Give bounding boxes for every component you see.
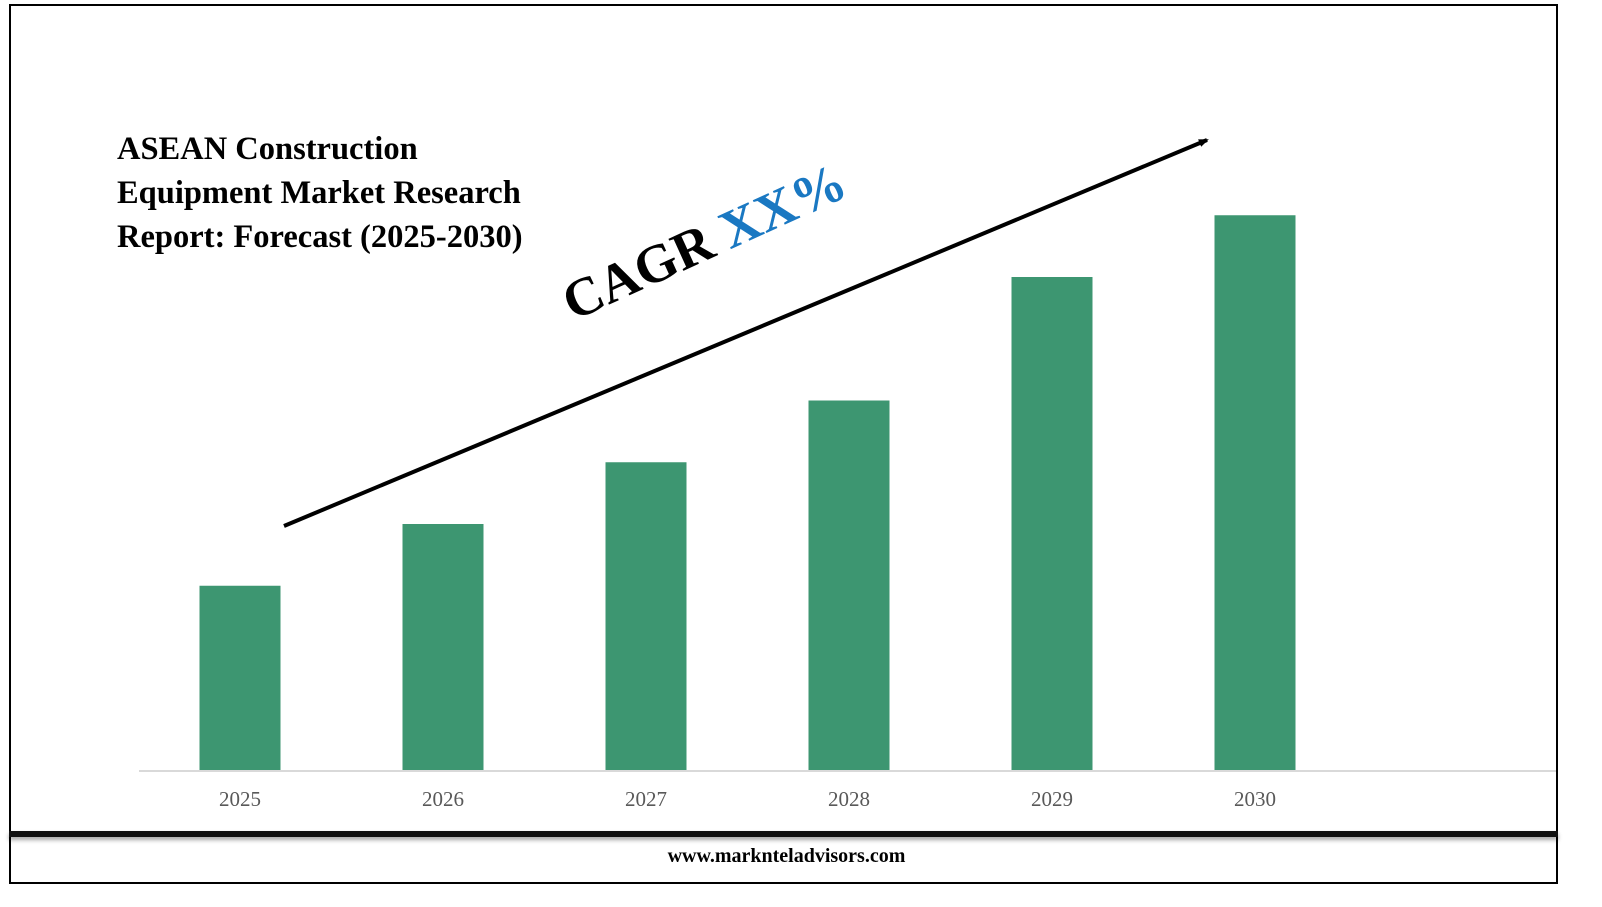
x-tick-label-2026: 2026 — [422, 787, 464, 811]
chart-title-line-3: Report: Forecast (2025-2030) — [117, 219, 523, 255]
x-tick-labels: 2025 2026 2027 2028 2029 2030 — [219, 787, 1276, 811]
chart-title-line-2: Equipment Market Research — [117, 175, 521, 211]
bar-2029 — [1011, 277, 1093, 771]
x-tick-label-2029: 2029 — [1031, 787, 1073, 811]
cagr-trend-arrow — [283, 138, 1209, 528]
x-tick-label-2028: 2028 — [828, 787, 870, 811]
footer-divider — [9, 831, 1558, 837]
bar-2025 — [199, 585, 281, 771]
x-tick-label-2027: 2027 — [625, 787, 667, 811]
bar-2027 — [605, 462, 687, 771]
chart-title: ASEAN Construction Equipment Market Rese… — [117, 127, 637, 259]
x-tick-label-2030: 2030 — [1234, 787, 1276, 811]
bar-2028 — [808, 400, 890, 771]
footer-url[interactable]: www.marknteladvisors.com — [667, 845, 906, 867]
x-tick-label-2025: 2025 — [219, 787, 261, 811]
bar-2026 — [402, 524, 484, 771]
bar-2030 — [1214, 215, 1296, 771]
chart-title-line-1: ASEAN Construction — [117, 131, 418, 167]
bar-series — [199, 215, 1296, 771]
